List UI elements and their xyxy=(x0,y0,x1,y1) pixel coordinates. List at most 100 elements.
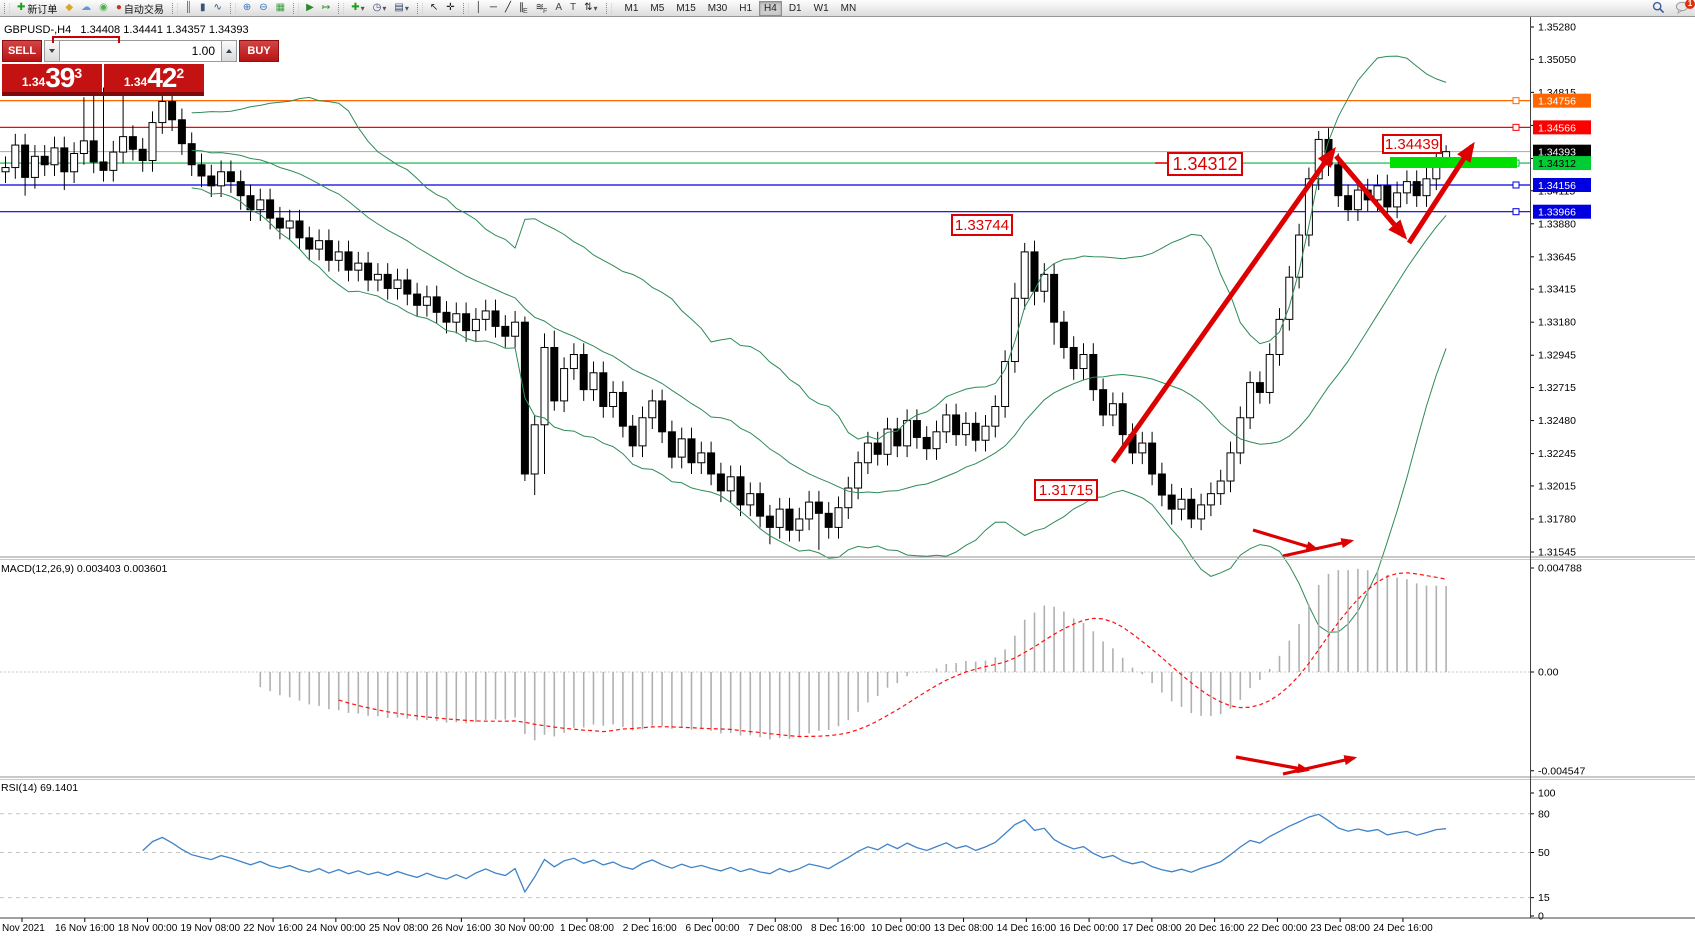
line-handle[interactable] xyxy=(1512,181,1520,189)
candle-body xyxy=(1334,164,1343,197)
green-highlight-rect[interactable] xyxy=(1390,157,1517,168)
arrows-tool-button[interactable]: ⇅ ▾ xyxy=(581,1,600,15)
timeframe-h4-button[interactable]: H4 xyxy=(759,0,782,16)
time-tick-label: 16 Nov 16:00 xyxy=(55,923,115,934)
price-annotation-label[interactable]: 1.34312 xyxy=(1167,152,1243,176)
rsi-arrow[interactable] xyxy=(1282,755,1358,776)
text-icon: A xyxy=(555,2,562,13)
volume-input[interactable] xyxy=(60,40,221,62)
candle-body xyxy=(922,436,931,450)
price-tick-label: 1.32480 xyxy=(1538,415,1576,427)
trend-arrow[interactable] xyxy=(1334,154,1408,240)
templates-icon: ▤ xyxy=(394,2,404,13)
timeframe-d1-button[interactable]: D1 xyxy=(788,2,802,14)
candle-body xyxy=(1353,189,1362,211)
price-badge-label: 1.34566 xyxy=(1538,122,1576,134)
price-annotation-label[interactable]: 1.31715 xyxy=(1034,479,1098,501)
periods-button[interactable]: ◷ ▾ xyxy=(370,1,390,15)
chart-shift-button[interactable]: ↦ xyxy=(319,1,333,15)
trendline-button[interactable]: ╱ xyxy=(502,1,514,15)
vertical-line-button[interactable]: │ xyxy=(473,1,485,15)
auto-scroll-button[interactable]: ▶ xyxy=(303,1,317,15)
equidistant-channel-button[interactable]: ∥ E xyxy=(516,1,531,15)
cursor-button[interactable]: ↖ xyxy=(427,1,441,15)
candlestick-chart-button[interactable]: ▮ xyxy=(197,1,209,15)
zoom-out-button[interactable]: ⊖ xyxy=(256,1,270,15)
timeframe-m1-button[interactable]: M1 xyxy=(624,2,639,14)
search-button[interactable] xyxy=(1652,1,1665,17)
timeframe-m30-button[interactable]: M30 xyxy=(707,2,728,14)
candle-body xyxy=(50,147,59,166)
trend-arrow[interactable] xyxy=(1110,146,1336,464)
time-tick-label: 13 Dec 08:00 xyxy=(934,923,994,934)
price-tick-label: 1.32715 xyxy=(1538,382,1576,394)
sell-price-tile[interactable]: 1.34 39 3 xyxy=(2,64,102,92)
community-icon: ☁ xyxy=(81,2,92,13)
candle-body xyxy=(491,310,500,327)
horizontal-line-button[interactable]: ─ xyxy=(487,1,500,15)
dropdown-caret-icon[interactable]: ▾ xyxy=(360,3,365,13)
timeframe-h1-button[interactable]: H1 xyxy=(739,2,753,14)
signals-button[interactable]: ◉ xyxy=(96,1,111,15)
timeframe-m5-button[interactable]: M5 xyxy=(650,2,665,14)
rsi-tick-label: 100 xyxy=(1538,788,1556,800)
text-label-button[interactable]: T xyxy=(567,1,579,15)
buy-button[interactable]: BUY xyxy=(239,40,279,62)
autotrading-button[interactable]: ● 自动交易 xyxy=(113,1,167,16)
candle-body xyxy=(1393,192,1402,208)
candle-body xyxy=(393,279,402,289)
buy-price-tile[interactable]: 1.34 42 2 xyxy=(104,64,204,92)
candle-body xyxy=(1118,403,1127,436)
macd-arrow[interactable] xyxy=(1252,528,1320,552)
zoom-in-button[interactable]: ⊕ xyxy=(240,1,254,15)
timeframe-mn-button[interactable]: MN xyxy=(840,2,857,14)
time-tick-label: 20 Dec 16:00 xyxy=(1185,923,1245,934)
text-button[interactable]: A xyxy=(552,1,565,15)
candle-body xyxy=(128,136,137,150)
templates-button[interactable]: ▤ ▾ xyxy=(391,1,411,15)
sell-button[interactable]: SELL xyxy=(2,40,42,62)
candle-body xyxy=(609,391,618,408)
candles-layer xyxy=(1,74,1451,550)
dropdown-caret-icon[interactable]: ▾ xyxy=(593,3,598,13)
line-handle[interactable] xyxy=(1512,123,1520,131)
price-tick-label: 1.32945 xyxy=(1538,350,1576,362)
styler-icon: ◆ xyxy=(65,2,74,13)
timeframe-m15-button[interactable]: M15 xyxy=(676,2,696,14)
chat-button[interactable]: 1 xyxy=(1675,0,1695,17)
candle-body xyxy=(1265,354,1274,393)
candle-body xyxy=(805,501,814,520)
candle-body xyxy=(883,428,892,455)
dropdown-caret-icon[interactable]: ▾ xyxy=(382,3,387,13)
community-button[interactable]: ☁ xyxy=(78,1,94,15)
volume-decrease-button[interactable] xyxy=(44,40,60,62)
macd-signal-line xyxy=(338,572,1447,738)
timeframe-w1-button[interactable]: W1 xyxy=(813,2,829,14)
new-order-button[interactable]: ✚ 新订单 xyxy=(14,1,60,16)
line-handle[interactable] xyxy=(1512,97,1520,105)
price-annotation-label[interactable]: 1.33744 xyxy=(951,214,1013,236)
price-annotation-label[interactable]: 1.34439 xyxy=(1382,134,1442,154)
line-chart-button[interactable]: ∿ xyxy=(210,1,224,15)
crosshair-button[interactable]: ✛ xyxy=(443,1,457,15)
indicators-button[interactable]: ✚ ▾ xyxy=(348,1,367,15)
tile-windows-button[interactable]: ▦ xyxy=(273,1,288,15)
candle-body xyxy=(334,251,343,261)
candle-body xyxy=(70,153,79,173)
time-tick-label: 17 Dec 08:00 xyxy=(1122,923,1182,934)
candle-body xyxy=(599,372,608,408)
macd-arrow[interactable] xyxy=(1282,538,1355,558)
candle-body xyxy=(785,508,794,531)
candle-body xyxy=(589,372,598,391)
bar-chart-button[interactable]: ║ xyxy=(182,1,195,15)
rsi-arrow[interactable] xyxy=(1235,755,1311,774)
styler-button[interactable]: ◆ xyxy=(62,1,76,15)
volume-highlight-bracket xyxy=(52,36,120,43)
time-tick-label: 16 Dec 00:00 xyxy=(1059,923,1119,934)
trend-arrow[interactable] xyxy=(1406,141,1475,245)
line-handle[interactable] xyxy=(1512,208,1520,216)
fibonacci-button[interactable]: ≋ F xyxy=(533,1,551,15)
volume-increase-button[interactable] xyxy=(221,40,237,62)
dropdown-caret-icon[interactable]: ▾ xyxy=(404,3,409,13)
